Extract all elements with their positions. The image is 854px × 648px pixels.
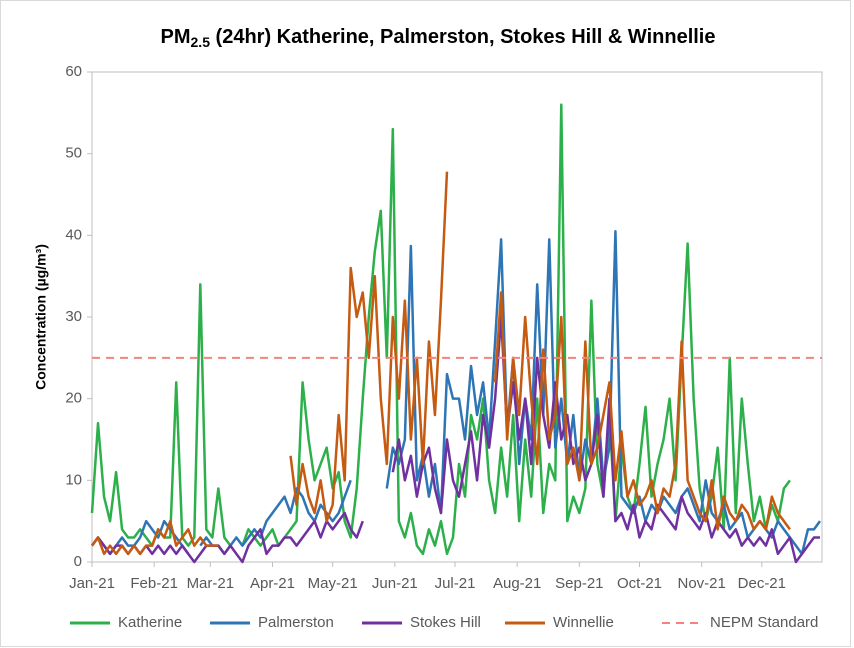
- y-tick-label: 30: [65, 308, 82, 325]
- y-tick-label: 40: [65, 226, 82, 243]
- legend-label: NEPM Standard: [710, 614, 818, 631]
- y-tick-label: 20: [65, 390, 82, 407]
- x-tick-label: Mar-21: [187, 575, 235, 592]
- x-tick-label: Oct-21: [617, 575, 662, 592]
- legend-label: Katherine: [118, 614, 182, 631]
- title-subscript: 2.5: [191, 34, 211, 50]
- x-tick-label: Sep-21: [555, 575, 603, 592]
- y-tick-label: 10: [65, 471, 82, 488]
- x-tick-label: Jul-21: [435, 575, 476, 592]
- y-tick-label: 60: [65, 63, 82, 80]
- x-tick-label: Jun-21: [372, 575, 418, 592]
- x-tick-label: Feb-21: [130, 575, 178, 592]
- legend-label: Palmerston: [258, 614, 334, 631]
- x-tick-label: Apr-21: [250, 575, 295, 592]
- y-axis-label: Concentration (µg/m³): [33, 244, 49, 390]
- x-tick-label: May-21: [308, 575, 358, 592]
- chart-title: PM2.5 (24hr) Katherine, Palmerston, Stok…: [161, 26, 716, 49]
- y-tick-label: 0: [74, 553, 82, 570]
- y-tick-label: 50: [65, 145, 82, 162]
- title-rest: (24hr) Katherine, Palmerston, Stokes Hil…: [210, 26, 716, 48]
- x-tick-label: Dec-21: [738, 575, 786, 592]
- x-tick-label: Aug-21: [493, 575, 541, 592]
- x-tick-label: Jan-21: [69, 575, 115, 592]
- legend-label: Stokes Hill: [410, 614, 481, 631]
- series-line: [90, 171, 791, 556]
- title-main: PM: [161, 26, 191, 48]
- x-tick-label: Nov-21: [677, 575, 725, 592]
- legend-label: Winnellie: [553, 614, 614, 631]
